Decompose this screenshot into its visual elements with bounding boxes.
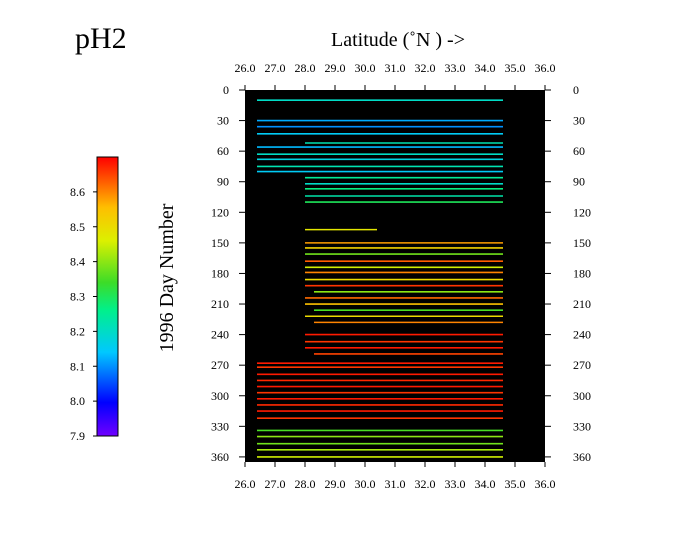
x-tick-label-top: 34.0 xyxy=(475,61,496,75)
y-tick-label-right: 270 xyxy=(573,358,591,372)
x-tick-label-top: 26.0 xyxy=(235,61,256,75)
chart-title: pH2 xyxy=(75,22,127,55)
y-tick-label-left: 120 xyxy=(211,205,229,219)
y-tick-label-left: 300 xyxy=(211,389,229,403)
y-tick-label-left: 0 xyxy=(223,83,229,97)
colorbar-bar xyxy=(96,156,119,437)
y-tick-label-left: 150 xyxy=(211,236,229,250)
y-axis-label: 1996 Day Number xyxy=(156,203,178,352)
x-tick-label-bottom: 29.0 xyxy=(325,477,346,491)
y-tick-label-left: 210 xyxy=(211,297,229,311)
y-tick-label-right: 330 xyxy=(573,419,591,433)
x-tick-label-bottom: 35.0 xyxy=(505,477,526,491)
colorbar-tick-label: 8.5 xyxy=(70,220,85,234)
colorbar-tick-label: 8.0 xyxy=(70,394,85,408)
x-tick-label-bottom: 31.0 xyxy=(385,477,406,491)
colorbar-tick-label: 8.2 xyxy=(70,324,85,338)
y-tick-label-right: 90 xyxy=(573,175,585,189)
colorbar-tick-label: 8.1 xyxy=(70,359,85,373)
y-tick-label-right: 0 xyxy=(573,83,579,97)
x-tick-label-bottom: 32.0 xyxy=(415,477,436,491)
x-tick-label-top: 36.0 xyxy=(535,61,556,75)
x-tick-label-top: 32.0 xyxy=(415,61,436,75)
x-tick-label-bottom: 30.0 xyxy=(355,477,376,491)
y-tick-label-left: 60 xyxy=(217,144,229,158)
x-tick-label-bottom: 27.0 xyxy=(265,477,286,491)
y-tick-label-right: 240 xyxy=(573,328,591,342)
x-tick-label-bottom: 28.0 xyxy=(295,477,316,491)
x-tick-label-top: 29.0 xyxy=(325,61,346,75)
x-tick-label-top: 28.0 xyxy=(295,61,316,75)
y-tick-label-left: 270 xyxy=(211,358,229,372)
axes: 26.0 26.0 27.0 27.0 28.0 28.0 29.0 29.0 30.0 30.0… xyxy=(211,61,591,491)
x-tick-label-bottom: 33.0 xyxy=(445,477,466,491)
colorbar-tick-label: 8.6 xyxy=(70,185,85,199)
x-tick-label-top: 35.0 xyxy=(505,61,526,75)
y-tick-label-right: 210 xyxy=(573,297,591,311)
x-tick-label-top: 31.0 xyxy=(385,61,406,75)
y-tick-label-left: 240 xyxy=(211,328,229,342)
x-tick-label-bottom: 26.0 xyxy=(235,477,256,491)
y-tick-label-right: 60 xyxy=(573,144,585,158)
y-tick-label-left: 90 xyxy=(217,175,229,189)
y-tick-label-right: 300 xyxy=(573,389,591,403)
y-tick-label-right: 150 xyxy=(573,236,591,250)
plot-area xyxy=(245,90,545,462)
y-tick-label-right: 180 xyxy=(573,266,591,280)
y-tick-label-right: 120 xyxy=(573,205,591,219)
x-tick-label-bottom: 36.0 xyxy=(535,477,556,491)
x-tick-label-top: 30.0 xyxy=(355,61,376,75)
x-tick-label-bottom: 34.0 xyxy=(475,477,496,491)
colorbar-tick-label: 7.9 xyxy=(70,429,85,443)
colorbar: 8.6 8.5 8.4 8.3 8.2 8.1 8.0 7.9 xyxy=(70,156,119,443)
y-tick-label-left: 330 xyxy=(211,419,229,433)
x-tick-label-top: 27.0 xyxy=(265,61,286,75)
x-tick-label-top: 33.0 xyxy=(445,61,466,75)
y-tick-label-left: 360 xyxy=(211,450,229,464)
y-tick-label-right: 30 xyxy=(573,114,585,128)
x-axis-label: Latitude (˚N ) -> xyxy=(331,29,465,51)
plot-background xyxy=(245,90,545,462)
y-tick-label-left: 180 xyxy=(211,266,229,280)
y-tick-label-left: 30 xyxy=(217,114,229,128)
colorbar-tick-label: 8.4 xyxy=(70,255,85,269)
colorbar-tick-label: 8.3 xyxy=(70,290,85,304)
y-tick-label-right: 360 xyxy=(573,450,591,464)
